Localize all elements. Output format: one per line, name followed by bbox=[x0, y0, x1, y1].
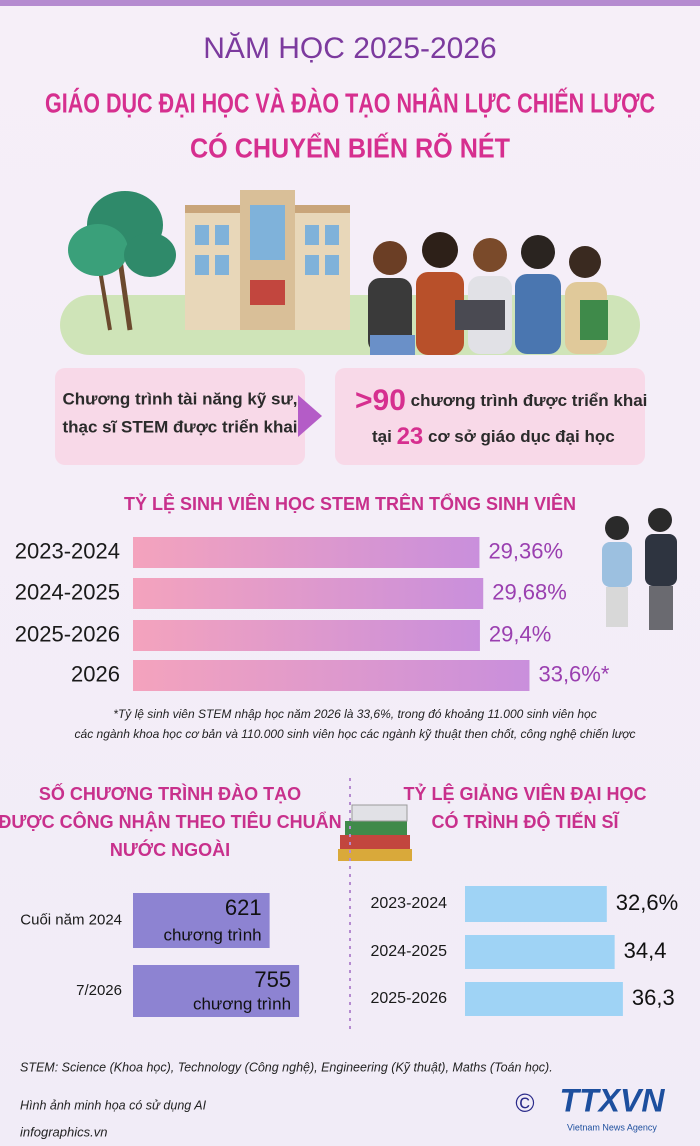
count-text: chương trình được triển khai bbox=[411, 391, 648, 410]
chart: TỶ LỆ GIẢNG VIÊN ĐẠI HỌC CÓ TRÌNH ĐỘ TIẾN… bbox=[370, 783, 678, 1016]
highlight-boxes: Chương trình tài năng kỹ sư, thạc sĩ STE… bbox=[55, 368, 647, 465]
arrow bbox=[298, 395, 322, 437]
bar bbox=[133, 620, 480, 651]
bar bbox=[465, 886, 607, 922]
logo-sub: Vietnam News Agency bbox=[567, 1122, 657, 1132]
category-label: 7/2026 bbox=[76, 982, 122, 999]
category-label: 2025-2026 bbox=[370, 990, 447, 1007]
sites-prefix: tại bbox=[372, 427, 392, 446]
value-label: 32,6% bbox=[616, 890, 678, 915]
bar bbox=[133, 578, 484, 609]
value-label: 33,6%* bbox=[538, 661, 609, 686]
category-label: Cuối năm 2024 bbox=[20, 911, 122, 928]
value-label: 755 bbox=[254, 967, 291, 992]
footnote: các ngành khoa học cơ bản và 110.000 sin… bbox=[75, 727, 636, 741]
chart-title: TỶ LỆ GIẢNG VIÊN ĐẠI HỌC bbox=[403, 783, 646, 804]
category-label: 2024-2025 bbox=[15, 579, 120, 604]
chart: TỶ LỆ SINH VIÊN HỌC STEM TRÊN TỔNG SINH … bbox=[15, 493, 636, 741]
chart-title: CÓ TRÌNH ĐỘ TIẾN SĨ bbox=[431, 811, 619, 832]
bar bbox=[465, 982, 623, 1016]
books-icon bbox=[338, 804, 412, 861]
info-text: Chương trình tài năng kỹ sư, bbox=[62, 389, 297, 408]
chart-title: ĐƯỢC CÔNG NHẬN THEO TIÊU CHUẨN bbox=[0, 811, 342, 832]
info-text: tại 23 cơ sở giáo dục đại học bbox=[372, 423, 615, 450]
bar bbox=[133, 660, 530, 691]
chart-title: SỐ CHƯƠNG TRÌNH ĐÀO TẠO bbox=[39, 783, 301, 804]
category-label: 2024-2025 bbox=[370, 943, 447, 960]
count: >90 bbox=[355, 384, 406, 417]
category-label: 2023-2024 bbox=[370, 895, 447, 912]
bar bbox=[133, 537, 480, 568]
value-label: 621 bbox=[225, 895, 262, 920]
chart-title: TỶ LỆ SINH VIÊN HỌC STEM TRÊN TỔNG SINH … bbox=[124, 493, 576, 514]
website: infographics.vn bbox=[20, 1124, 107, 1139]
bar bbox=[133, 893, 270, 948]
illustration bbox=[60, 190, 640, 355]
chart: SỐ CHƯƠNG TRÌNH ĐÀO TẠO ĐƯỢC CÔNG NHẬN TH… bbox=[0, 783, 342, 1017]
unit-label: chương trình bbox=[193, 994, 291, 1013]
sites-text: cơ sở giáo dục đại học bbox=[428, 427, 615, 446]
category-label: 2026 bbox=[71, 661, 120, 686]
stem-note: STEM: Science (Khoa học), Technology (Cô… bbox=[20, 1060, 553, 1074]
info-box bbox=[335, 368, 645, 465]
top-border bbox=[0, 0, 700, 6]
sites: 23 bbox=[397, 423, 424, 450]
info-text: >90 chương trình được triển khai bbox=[355, 384, 647, 417]
category-label: 2023-2024 bbox=[15, 538, 120, 563]
bar bbox=[133, 965, 300, 1017]
ai-note: Hình ảnh minh họa có sử dụng AI bbox=[20, 1098, 207, 1112]
value-label: 36,3 bbox=[632, 985, 675, 1010]
bar bbox=[465, 935, 615, 969]
unit-label: chương trình bbox=[163, 925, 261, 944]
headline: GIÁO DỤC ĐẠI HỌC VÀ ĐÀO TẠO NHÂN LỰC CHI… bbox=[45, 87, 655, 118]
logo: TTXVN bbox=[560, 1082, 666, 1118]
copyright: © bbox=[515, 1088, 534, 1118]
headline: CÓ CHUYỂN BIẾN RÕ NÉT bbox=[190, 132, 510, 163]
value-label: 29,68% bbox=[492, 579, 567, 604]
category-label: 2025-2026 bbox=[15, 621, 120, 646]
chart-title: NƯỚC NGOÀI bbox=[110, 839, 230, 860]
value-label: 34,4 bbox=[624, 938, 667, 963]
year-title: NĂM HỌC 2025-2026 bbox=[203, 32, 496, 65]
value-label: 29,36% bbox=[488, 538, 563, 563]
value-label: 29,4% bbox=[489, 621, 551, 646]
info-text: thạc sĩ STEM được triển khai bbox=[62, 417, 297, 436]
footnote: *Tỷ lệ sinh viên STEM nhập học năm 2026 … bbox=[113, 707, 596, 721]
info-box bbox=[55, 368, 305, 465]
students-icon bbox=[602, 508, 677, 630]
